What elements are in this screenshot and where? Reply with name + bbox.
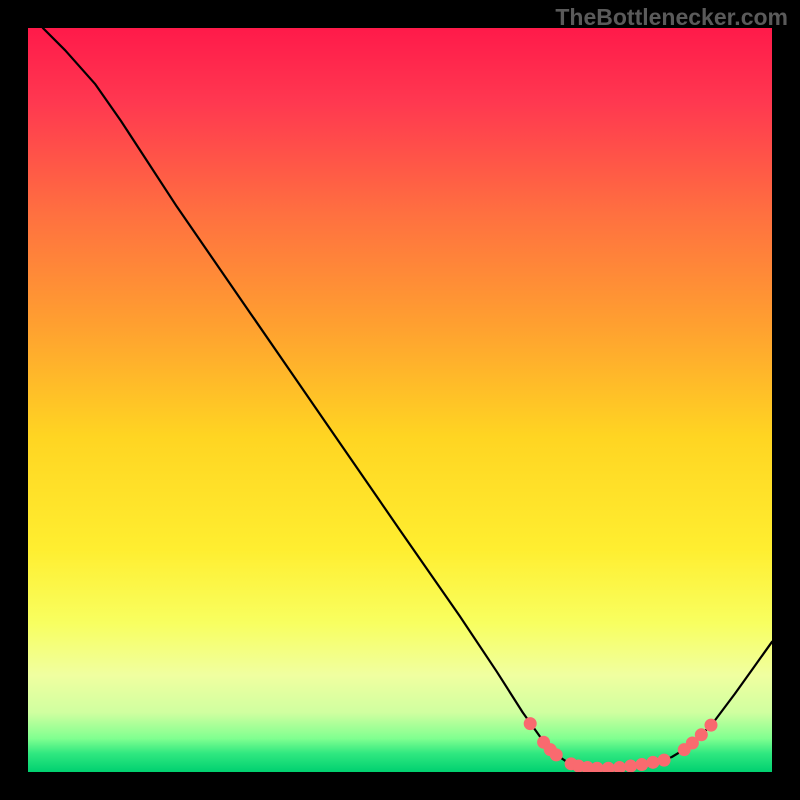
- plot-area: [28, 28, 772, 772]
- gradient-background: [28, 28, 772, 772]
- chart-container: TheBottlenecker.com: [0, 0, 800, 800]
- attribution-text: TheBottlenecker.com: [555, 4, 788, 31]
